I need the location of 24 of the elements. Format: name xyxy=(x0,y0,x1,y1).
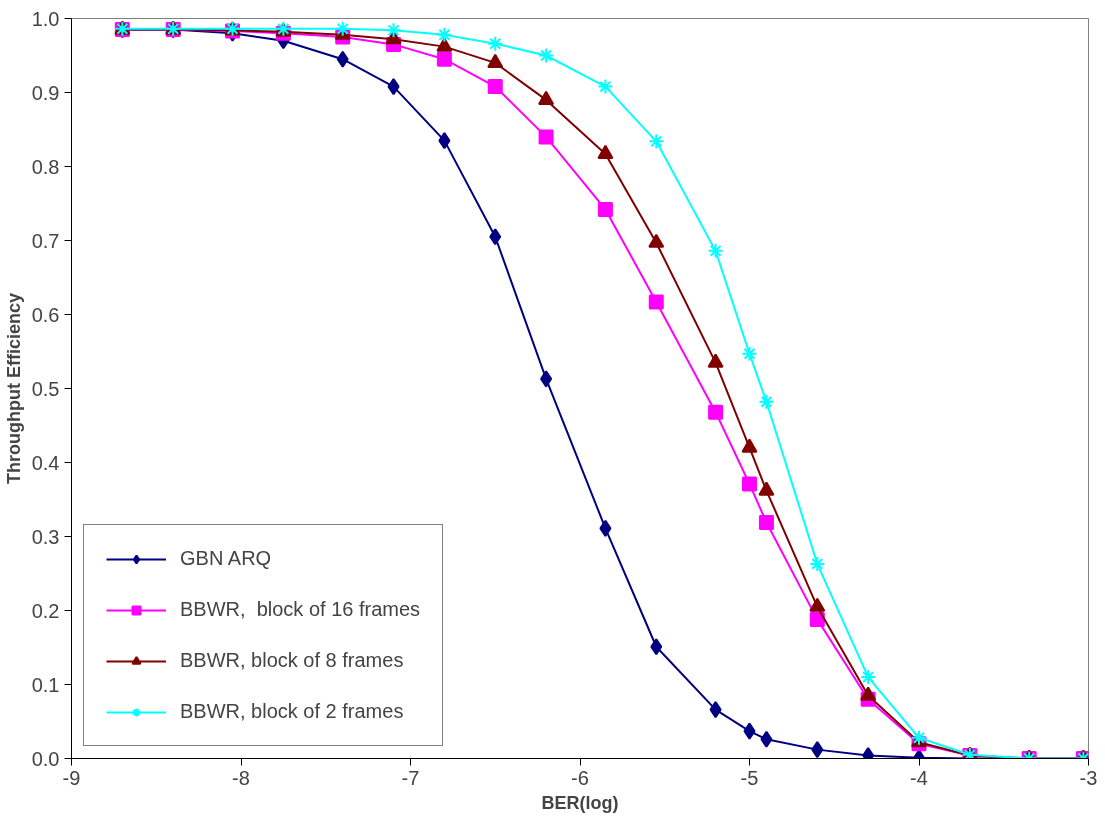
x-tick-label: -9 xyxy=(62,766,81,789)
legend-label: BBWR, block of 2 frames xyxy=(180,700,404,723)
x-tick-label: -3 xyxy=(1079,766,1098,789)
y-tick-label: 0.8 xyxy=(31,155,60,178)
y-tick-label: 0.3 xyxy=(31,525,60,548)
y-tick-label: 1.0 xyxy=(31,7,60,30)
legend-label: GBN ARQ xyxy=(180,547,272,570)
y-tick-label: 0.7 xyxy=(31,229,60,252)
legend-label: BBWR, block of 8 frames xyxy=(180,649,404,672)
y-tick-label: 0.6 xyxy=(31,303,60,326)
y-axis-title: Throughput Efficiency xyxy=(3,293,24,484)
y-tick-label: 0.2 xyxy=(31,599,60,622)
x-axis-title: BER(log) xyxy=(541,792,619,813)
legend-label: BBWR, block of 16 frames xyxy=(180,598,421,621)
x-tick-label: -6 xyxy=(571,766,589,789)
y-tick-label: 0.9 xyxy=(31,81,60,104)
y-tick-label: 0.0 xyxy=(31,747,60,770)
x-tick-label: -7 xyxy=(401,766,420,789)
y-tick-label: 0.5 xyxy=(31,377,60,400)
y-tick-label: 0.1 xyxy=(31,673,60,696)
x-tick-label: -5 xyxy=(740,766,759,789)
x-tick-label: -8 xyxy=(232,766,250,789)
x-tick-label: -4 xyxy=(910,766,928,789)
y-tick-label: 0.4 xyxy=(31,451,60,474)
